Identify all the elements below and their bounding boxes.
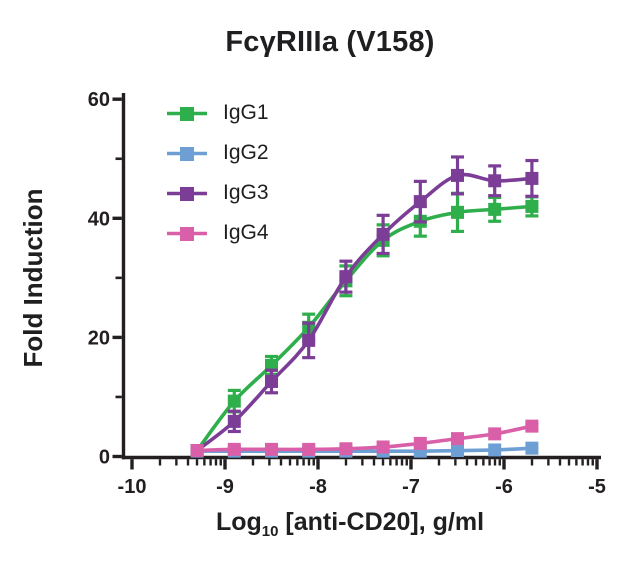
x-tick-label: -5 xyxy=(588,476,606,498)
series-igg2-marker xyxy=(451,444,464,458)
x-axis-label-post: [anti-CD20], g/ml xyxy=(278,508,485,536)
series-igg3-marker xyxy=(302,333,316,347)
x-tick-label: -9 xyxy=(216,476,234,498)
series-igg4-marker xyxy=(413,436,427,450)
igg2-swatch-icon xyxy=(166,146,208,161)
series-igg3-marker xyxy=(265,374,278,388)
series-igg3-marker xyxy=(451,168,464,182)
x-tick-label: -10 xyxy=(118,476,147,498)
series-igg4-marker xyxy=(265,442,278,456)
x-axis-label-subscript: 10 xyxy=(261,523,279,540)
series-igg3-marker xyxy=(339,270,353,284)
legend-label-igg1: IgG1 xyxy=(223,101,269,124)
x-tick-label: -8 xyxy=(309,476,327,498)
legend-item-igg4: IgG4 xyxy=(166,213,269,253)
series-igg4-marker xyxy=(302,442,316,456)
legend-swatch-svg xyxy=(167,186,207,201)
series-igg4-marker xyxy=(376,440,390,454)
x-axis-label-pre: Log xyxy=(215,508,262,536)
series-igg1-marker xyxy=(227,394,241,408)
series-igg2-marker xyxy=(525,441,539,455)
series-igg1-marker xyxy=(525,199,539,213)
legend: IgG1 IgG2 IgG3 IgG4 xyxy=(166,93,269,253)
y-tick-label: 20 xyxy=(88,327,110,349)
y-tick-label: 40 xyxy=(88,208,110,230)
igg1-swatch-icon xyxy=(166,106,208,121)
legend-label-igg3: IgG3 xyxy=(223,181,269,204)
x-tick-label: -6 xyxy=(495,476,513,498)
axes: 0 20 40 60 -10 -9 -8 -7 -6 -5 xyxy=(88,89,606,498)
legend-item-igg2: IgG2 xyxy=(166,133,269,173)
series-igg4-marker xyxy=(488,427,502,441)
x-axis-label: Log10 [anti-CD20], g/ml xyxy=(30,508,640,540)
series-igg3-curve xyxy=(195,172,534,453)
legend-swatch-svg xyxy=(167,106,207,121)
series-igg1-marker xyxy=(451,205,464,219)
series-igg4 xyxy=(190,419,539,458)
series-igg2-marker xyxy=(488,443,502,457)
series-igg4-marker xyxy=(451,432,464,446)
series-igg3-marker xyxy=(525,171,539,185)
chart-title: FcγRIIIa (V158) xyxy=(225,26,435,58)
legend-label-igg4: IgG4 xyxy=(223,221,269,244)
series-igg2-curve xyxy=(195,446,534,453)
series-igg4-marker xyxy=(227,442,241,456)
y-tick-label: 0 xyxy=(99,447,110,469)
legend-swatch-svg xyxy=(167,146,207,161)
legend-item-igg1: IgG1 xyxy=(166,93,269,133)
series-igg4-marker xyxy=(190,444,204,458)
series-igg4-marker xyxy=(525,419,539,433)
legend-swatch-svg xyxy=(167,226,207,241)
series-igg4-curve xyxy=(195,424,534,453)
series-igg3 xyxy=(190,155,539,458)
y-tick-label: 60 xyxy=(88,89,110,111)
series-igg1-marker xyxy=(488,202,502,216)
igg4-swatch-icon xyxy=(166,226,208,241)
series-igg3-marker xyxy=(488,174,502,188)
series-igg4-marker xyxy=(339,442,353,456)
legend-item-igg3: IgG3 xyxy=(166,173,269,213)
series-igg3-marker xyxy=(227,414,241,428)
x-tick-label: -7 xyxy=(402,476,420,498)
legend-label-igg2: IgG2 xyxy=(223,141,269,164)
series-igg3-marker xyxy=(376,227,390,241)
igg3-swatch-icon xyxy=(166,186,208,201)
series-igg1-curve xyxy=(195,204,534,453)
series-igg3-marker xyxy=(413,195,427,209)
